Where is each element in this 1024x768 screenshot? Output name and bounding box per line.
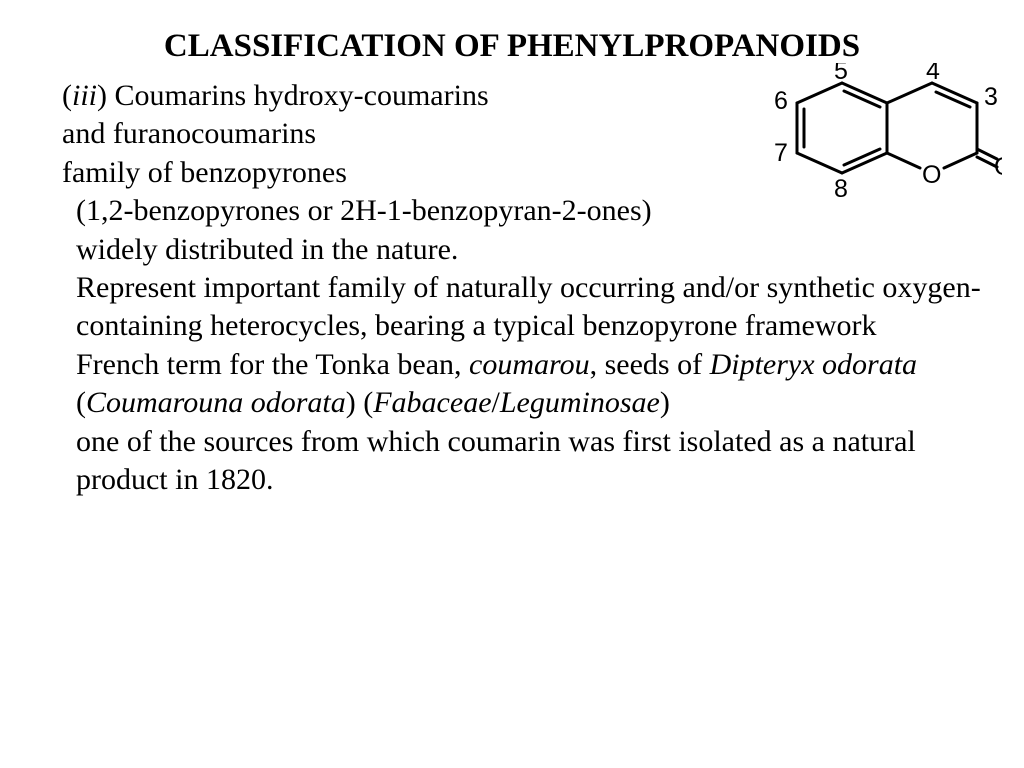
p7a: French term for the Tonka bean, <box>76 348 469 381</box>
p1-suffix: ) Coumarins <box>97 79 254 112</box>
coumarin-structure-diagram: 5 4 3 6 7 8 O O <box>742 63 1002 213</box>
label-ring-oxygen: O <box>922 161 941 189</box>
p1-roman: iii <box>72 79 97 112</box>
p7j: Leguminosae <box>500 386 660 419</box>
label-4: 4 <box>926 63 940 85</box>
p7k: ) <box>660 386 670 419</box>
label-3: 3 <box>984 83 998 111</box>
p1-prefix: ( <box>62 79 72 112</box>
p7b: coumarou <box>469 348 590 381</box>
para-5: widely distributed in the nature. <box>62 231 984 269</box>
label-5: 5 <box>834 63 848 85</box>
para-7: French term for the Tonka bean, coumarou… <box>62 346 984 423</box>
p7e: ( <box>76 386 86 419</box>
p7c: , seeds of <box>590 348 710 381</box>
label-6: 6 <box>774 87 788 115</box>
label-8: 8 <box>834 175 848 203</box>
p1-rest: hydroxy-coumarins <box>254 79 489 112</box>
para-8: one of the sources from which coumarin w… <box>62 423 984 500</box>
p7f: Coumarouna odorata <box>86 386 346 419</box>
p7d: Dipteryx odorata <box>710 348 917 381</box>
p7h: Fabaceae <box>373 386 491 419</box>
p7g: ) ( <box>346 386 373 419</box>
para-6: Represent important family of naturally … <box>62 269 984 346</box>
label-7: 7 <box>774 139 788 167</box>
label-carbonyl-oxygen: O <box>994 153 1002 181</box>
p7i: / <box>492 386 500 419</box>
